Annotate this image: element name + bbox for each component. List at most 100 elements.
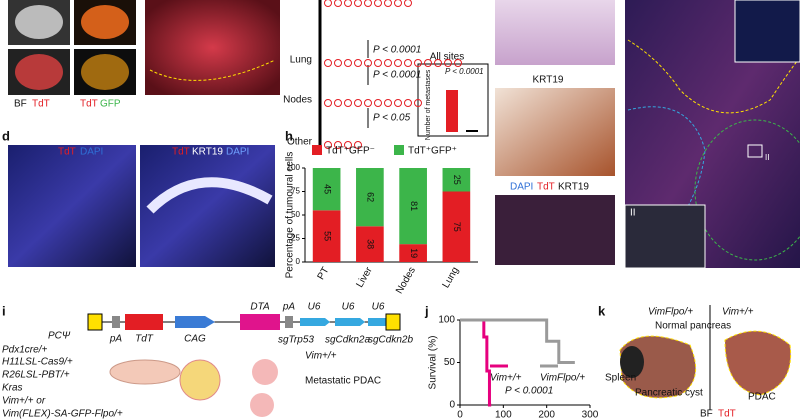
panel-b: Lung Nodes Other P < 0.0001 P < 0.0001 P… [283, 0, 489, 150]
stain-label: TdT [537, 182, 555, 193]
label: Spleen [605, 373, 636, 384]
box-label: II [765, 153, 769, 162]
panel-i: i PCΨ pA TdT CAG DTA pA U6 U6 U6 sgTrp53… [2, 302, 413, 419]
panel-e: II II [624, 0, 800, 269]
allele: R26LSL-PBT/+ [2, 370, 70, 381]
legend-swatch [394, 145, 404, 155]
image [81, 54, 129, 90]
guide-label: sgCdkn2b [368, 335, 413, 346]
stain-label: TdT [58, 147, 76, 158]
stain-label: KRT19 [533, 75, 564, 86]
image [8, 145, 136, 267]
bar-segment [356, 168, 384, 227]
bar-segment [356, 226, 384, 262]
axis-label: Percentage of tumoural cells [285, 152, 296, 279]
stain-label: DAPI [226, 147, 249, 158]
panel-letter: k [598, 303, 606, 318]
legend-label: TdT⁺GFP⁺ [408, 146, 457, 157]
genotype: VimFlpo/+ [648, 307, 693, 318]
allele: Vim(FLEX)-SA-GFP-Flpo/+ [2, 409, 123, 419]
x-tick-label: 300 [582, 410, 599, 419]
y-tick-label: 50 [444, 357, 456, 368]
p-value: P < 0.0001 [373, 70, 421, 81]
image [140, 145, 275, 267]
panel-letter: j [424, 303, 429, 318]
y-tick-label: 50 [291, 210, 300, 219]
stain-label: KRT19 [558, 182, 589, 193]
survival-curve [460, 318, 575, 364]
element-label: pA [282, 302, 296, 313]
element-label: TdT [135, 334, 154, 345]
axis-label: Survival (%) [428, 336, 439, 390]
element-label: DTA [250, 302, 270, 313]
panel-a: BF TdT TdT GFP [8, 0, 280, 110]
y-tick-label: 0 [449, 400, 455, 411]
y-tick-label: 0 [296, 257, 301, 266]
element-label: U6 [342, 302, 355, 313]
vector-name: PCΨ [48, 331, 71, 342]
bar-segment [399, 244, 427, 262]
panel-d: d TdT DAPI TdT KRT19 DAPI [2, 128, 275, 267]
element-label: CAG [184, 334, 206, 345]
annotation: P < 0.0001 [505, 386, 553, 397]
image [495, 88, 615, 176]
x-tick-label: 200 [538, 410, 555, 419]
label: Normal pancreas [655, 321, 731, 332]
p-value: P < 0.05 [373, 113, 411, 124]
inset-label: II [630, 208, 636, 219]
value-label: 19 [409, 248, 419, 258]
allele: Vim+/+ or [2, 396, 46, 407]
category-label: Other [287, 137, 313, 148]
label: TdT [718, 409, 736, 419]
value-label: 55 [322, 231, 332, 241]
panel-k: k VimFlpo/+ Vim+/+ Normal pancreas Splee… [598, 303, 792, 419]
label: BF [700, 409, 713, 419]
value-label: 38 [366, 239, 376, 249]
stain-label: TdT [172, 147, 190, 158]
guide-label: sgTrp53 [278, 335, 314, 346]
x-tick-label: Nodes [394, 265, 418, 296]
y-tick-label: 75 [291, 187, 300, 196]
value-label: 81 [409, 201, 419, 211]
label: TdT [32, 99, 50, 110]
label: BF [14, 99, 27, 110]
legend-label: VimFlpo/+ [540, 373, 585, 384]
panel-letter: i [2, 303, 6, 318]
panel-letter: h [285, 128, 293, 143]
label: GFP [100, 99, 121, 110]
category-label: Nodes [283, 95, 312, 106]
y-tick-label: 25 [291, 234, 300, 243]
image [15, 54, 63, 90]
value-label: 75 [452, 222, 462, 232]
axis-label: Number of metastases [425, 69, 432, 140]
survival-curve [460, 318, 492, 407]
genotype: Vim+/+ [722, 307, 754, 318]
value-label: 45 [322, 184, 332, 194]
value-label: 25 [452, 175, 462, 185]
label: PDAC [748, 392, 776, 403]
image [495, 195, 615, 265]
image [145, 0, 280, 95]
x-tick-label: PT [316, 265, 332, 282]
p-value: P < 0.0001 [373, 45, 421, 56]
y-tick-label: 100 [438, 315, 455, 326]
bar-segment [399, 168, 427, 245]
guide-label: sgCdkn2a [325, 335, 370, 346]
x-tick-label: Liver [354, 265, 375, 290]
element-label: U6 [308, 302, 321, 313]
image [81, 5, 129, 39]
bar-segment [312, 168, 341, 211]
legend-swatch [312, 145, 322, 155]
image [495, 0, 615, 65]
x-tick-label: 0 [457, 410, 463, 419]
allele: Kras [2, 383, 23, 394]
panel-c: KRT19 DAPI TdT KRT19 [495, 0, 615, 265]
inset-title: All sites [430, 52, 464, 63]
element-label: pA [109, 334, 123, 345]
outcome: Metastatic PDAC [305, 376, 381, 387]
genotype: Vim+/+ [305, 351, 337, 362]
bar-segment [442, 191, 471, 262]
p-value: P < 0.0001 [445, 67, 484, 76]
image [15, 5, 63, 39]
